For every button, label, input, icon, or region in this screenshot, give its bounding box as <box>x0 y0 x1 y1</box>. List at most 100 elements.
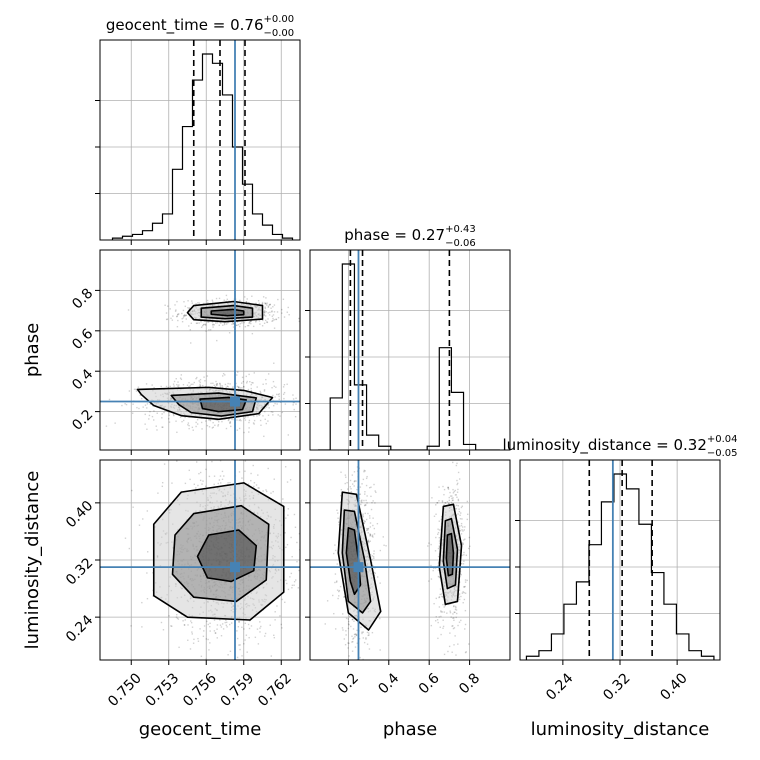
sample-point <box>196 423 199 425</box>
sample-point <box>227 382 229 385</box>
sample-point <box>197 640 200 642</box>
sample-point <box>250 479 252 482</box>
sample-point <box>367 527 370 530</box>
sample-point <box>171 625 173 627</box>
sample-point <box>436 619 439 621</box>
sample-point <box>216 384 218 387</box>
sample-point <box>266 439 267 440</box>
sample-point <box>177 618 180 620</box>
sample-point <box>351 483 354 485</box>
sample-point <box>353 620 355 622</box>
sample-point <box>367 532 369 534</box>
sample-point <box>287 588 290 591</box>
sample-point <box>245 301 247 303</box>
sample-point <box>272 319 274 322</box>
sample-point <box>204 663 205 664</box>
sample-point <box>160 385 162 388</box>
sample-point <box>221 420 223 423</box>
sample-point <box>198 322 200 324</box>
sample-point <box>302 398 303 399</box>
sample-point <box>441 501 444 503</box>
sample-point <box>153 410 155 412</box>
sample-point <box>171 319 174 321</box>
sample-point <box>337 517 339 519</box>
sample-point <box>223 475 225 477</box>
sample-point <box>437 565 439 567</box>
sample-point <box>184 619 186 621</box>
x-tick-label: 0.32 <box>600 670 633 703</box>
sample-point <box>442 619 444 621</box>
sample-point <box>452 488 454 491</box>
sample-point <box>200 326 203 328</box>
panel-border <box>519 459 721 661</box>
sample-point <box>169 385 171 388</box>
histogram-step-geocent_time <box>111 53 294 240</box>
sample-point <box>144 404 147 406</box>
sample-point <box>363 520 366 522</box>
sample-point <box>161 481 164 484</box>
sample-point <box>233 418 235 421</box>
sample-point <box>451 497 453 500</box>
sample-point <box>447 488 450 490</box>
sample-point <box>451 625 453 627</box>
sample-point <box>452 627 455 630</box>
sample-point <box>231 323 233 326</box>
sample-point <box>266 321 268 323</box>
sample-point <box>225 300 227 303</box>
histogram-geocent_time <box>95 39 301 245</box>
sample-point <box>362 637 365 639</box>
sample-point <box>437 621 439 624</box>
sample-point <box>367 528 369 530</box>
sample-point <box>291 555 293 558</box>
sample-point <box>137 386 140 388</box>
sample-point <box>182 317 185 319</box>
sample-point <box>128 547 131 550</box>
sample-point <box>364 491 366 493</box>
sample-point <box>199 628 201 630</box>
sample-point <box>345 476 347 478</box>
sample-point <box>163 463 166 465</box>
sample-point <box>292 394 294 396</box>
sample-point <box>199 383 201 386</box>
sample-point <box>368 632 370 634</box>
sample-point <box>252 464 254 467</box>
sample-point <box>247 444 248 445</box>
sample-point <box>238 419 241 422</box>
sample-point <box>287 508 290 510</box>
sample-point <box>351 618 354 621</box>
sample-point <box>353 480 356 483</box>
sample-point <box>227 419 230 422</box>
sample-point <box>465 554 468 557</box>
sample-point <box>442 627 444 629</box>
sample-point <box>272 306 274 308</box>
sample-point <box>259 413 261 415</box>
sample-point <box>461 592 464 594</box>
sample-point <box>261 325 264 327</box>
sample-point <box>221 386 224 389</box>
title-value: 0.76 <box>230 16 263 34</box>
sample-point <box>190 621 193 624</box>
sample-point <box>302 314 303 315</box>
x-tick-label: 0.753 <box>143 670 183 710</box>
sample-point <box>344 643 347 646</box>
sample-point <box>270 492 272 494</box>
sample-point <box>135 390 138 392</box>
sample-point <box>220 322 222 324</box>
sample-point <box>218 479 221 481</box>
sample-point <box>195 461 198 463</box>
sample-point <box>432 569 434 572</box>
sample-point <box>362 515 365 518</box>
sample-point <box>454 494 457 496</box>
sample-point <box>443 653 446 656</box>
sample-point <box>298 320 300 323</box>
sample-point <box>372 536 374 538</box>
sample-point <box>139 394 142 397</box>
sample-point <box>208 475 211 478</box>
sample-point <box>146 597 149 600</box>
sample-point <box>449 611 452 614</box>
sample-point <box>454 611 456 614</box>
sample-point <box>264 302 266 304</box>
sample-point <box>209 622 211 624</box>
sample-point <box>294 526 297 528</box>
sample-point <box>338 523 340 526</box>
